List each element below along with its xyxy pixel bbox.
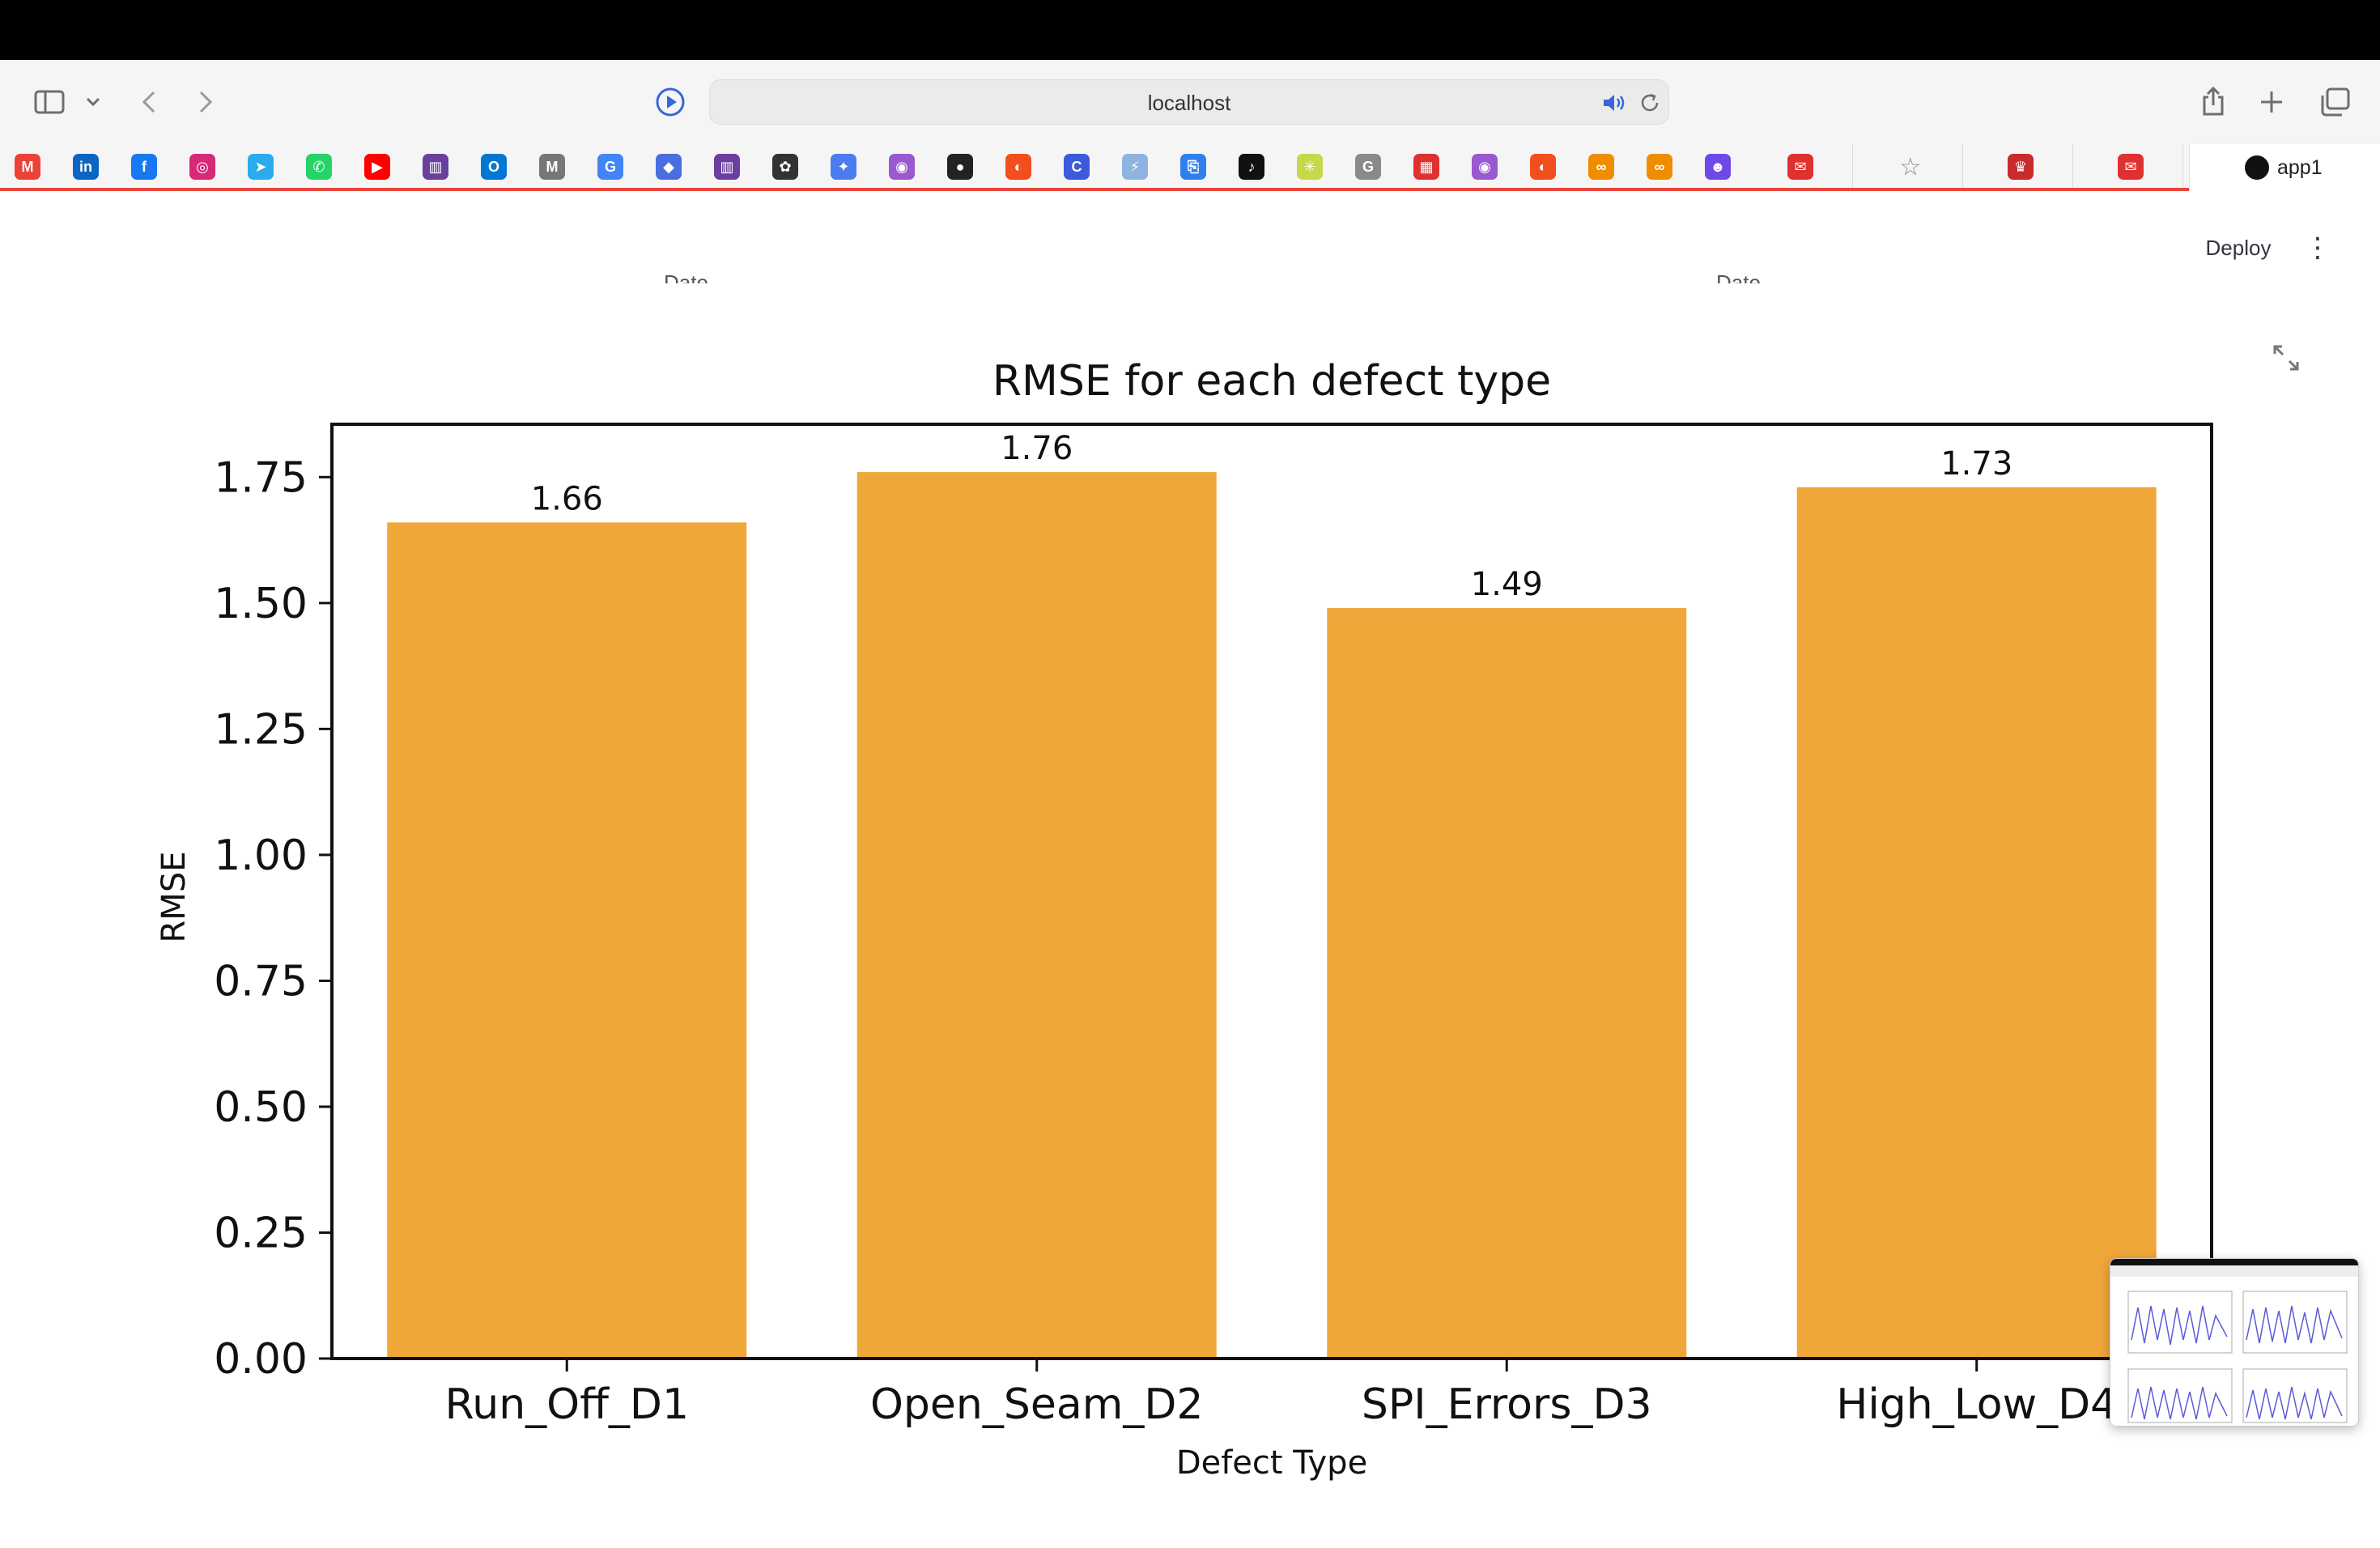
favorite-site-icon[interactable]: ∞ (1647, 154, 1672, 180)
y-tick-label: 1.25 (214, 705, 308, 754)
speaker-icon[interactable] (1600, 90, 1630, 116)
favorite-star-icon[interactable]: ☆ (1899, 153, 1922, 181)
chart-title: RMSE for each defect type (992, 357, 1551, 406)
favorite-whatsapp-icon[interactable]: ✆ (306, 154, 332, 180)
favorite-site-icon[interactable]: ▥ (423, 154, 448, 180)
favorites-separator (1852, 144, 1853, 188)
main-menu-button[interactable]: ⋮ (2304, 232, 2331, 263)
address-bar[interactable]: localhost (709, 79, 1669, 125)
y-tick-label: 0.25 (214, 1209, 308, 1257)
favorite-site-icon[interactable]: ✉ (1787, 154, 1813, 180)
favorite-figma-icon[interactable]: ◐ (1530, 154, 1556, 180)
deploy-button[interactable]: Deploy (2205, 235, 2272, 260)
favorite-google-icon[interactable]: G (597, 154, 623, 180)
data-label-SPI_Errors_D3: 1.49 (1471, 566, 1543, 603)
thumbnail-image (2110, 1259, 2358, 1423)
favorite-telegram-icon[interactable]: ➤ (248, 154, 274, 180)
forward-icon[interactable] (189, 84, 222, 120)
system-top-bar (0, 0, 2380, 60)
favorite-site-icon[interactable]: ☻ (1705, 154, 1731, 180)
address-text: localhost (1147, 91, 1231, 115)
favorite-facebook-icon[interactable]: f (131, 154, 157, 180)
y-tick-label: 0.50 (214, 1083, 308, 1132)
favorite-gmail-icon[interactable]: M (15, 154, 40, 180)
favorite-gemini-icon[interactable]: ✦ (831, 154, 856, 180)
tab-label: app1 (2277, 156, 2323, 179)
screenshot-thumbnail-preview[interactable] (2110, 1258, 2359, 1427)
data-label-Run_Off_D1: 1.66 (531, 480, 603, 517)
favorite-site-icon[interactable]: ▥ (714, 154, 740, 180)
bar-SPI_Errors_D3 (1327, 608, 1687, 1359)
reload-icon[interactable] (1636, 90, 1664, 116)
data-label-Open_Seam_D2: 1.76 (1001, 430, 1073, 467)
x-axis-label: Defect Type (1176, 1444, 1367, 1482)
y-tick-label: 1.50 (214, 580, 308, 628)
favorite-instagram-icon[interactable]: ◎ (189, 154, 215, 180)
y-tick-label: 1.00 (214, 831, 308, 880)
favorite-medium-icon[interactable]: M (539, 154, 565, 180)
favorite-site-icon[interactable]: ✉ (2118, 154, 2144, 180)
favorites-separator (2182, 144, 2183, 188)
plot-frame (330, 423, 2213, 1360)
previous-chart-xlabel: Date (664, 272, 708, 283)
bar-Open_Seam_D2 (856, 472, 1217, 1359)
favorite-copilot-icon[interactable]: ◉ (1472, 154, 1498, 180)
favorite-figma-icon[interactable]: ◐ (1005, 154, 1031, 180)
favorite-site-icon[interactable]: ∞ (1588, 154, 1614, 180)
favorite-outlook-icon[interactable]: O (481, 154, 507, 180)
favorite-linkedin-icon[interactable]: in (73, 154, 99, 180)
y-axis-label: RMSE (155, 852, 193, 943)
bar-High_Low_D4 (1796, 487, 2157, 1359)
favorite-site-icon[interactable]: ⎘ (1180, 154, 1206, 180)
x-tick-label: High_Low_D4 (1836, 1380, 2117, 1429)
share-icon[interactable] (2197, 83, 2229, 120)
previous-chart-xlabel: Date (1716, 272, 1761, 283)
favorite-copilot-icon[interactable]: ◉ (889, 154, 915, 180)
favorite-site-icon[interactable]: ✳ (1297, 154, 1323, 180)
new-tab-icon[interactable] (2255, 84, 2288, 120)
favorite-chatgpt-icon[interactable]: ✿ (772, 154, 798, 180)
favorite-site-icon[interactable]: C (1064, 154, 1090, 180)
favorite-site-icon[interactable]: ♛ (2008, 154, 2034, 180)
favorite-site-icon[interactable]: ▦ (1413, 154, 1439, 180)
y-tick-label: 0.75 (214, 957, 308, 1006)
x-tick-label: SPI_Errors_D3 (1362, 1380, 1652, 1429)
data-label-High_Low_D4: 1.73 (1940, 445, 2012, 483)
back-icon[interactable] (133, 84, 165, 120)
favorite-site-icon[interactable]: G (1355, 154, 1381, 180)
chevron-down-icon[interactable] (81, 89, 105, 115)
y-tick-label: 0.00 (214, 1335, 308, 1384)
tab-overview-icon[interactable] (2317, 84, 2352, 120)
y-tick-label: 1.75 (214, 453, 308, 502)
favorites-separator (2072, 144, 2073, 188)
app-logo-icon (2245, 155, 2269, 180)
x-tick-label: Run_Off_D1 (444, 1380, 689, 1429)
favorite-youtube-icon[interactable]: ▶ (364, 154, 390, 180)
favorite-site-icon[interactable]: ⚡ (1122, 154, 1148, 180)
bar-Run_Off_D1 (387, 522, 747, 1359)
sidebar-toggle-icon[interactable] (31, 86, 68, 118)
tab-app1[interactable]: app1 (2189, 144, 2380, 191)
favorite-github-icon[interactable]: ● (947, 154, 973, 180)
favorites-separator (1962, 144, 1963, 188)
expand-fullscreen-icon[interactable] (2272, 343, 2301, 372)
favorite-site-icon[interactable]: ◆ (656, 154, 682, 180)
media-play-icon[interactable] (652, 84, 688, 120)
x-tick-label: Open_Seam_D2 (870, 1380, 1204, 1429)
favorite-tiktok-icon[interactable]: ♪ (1239, 154, 1264, 180)
